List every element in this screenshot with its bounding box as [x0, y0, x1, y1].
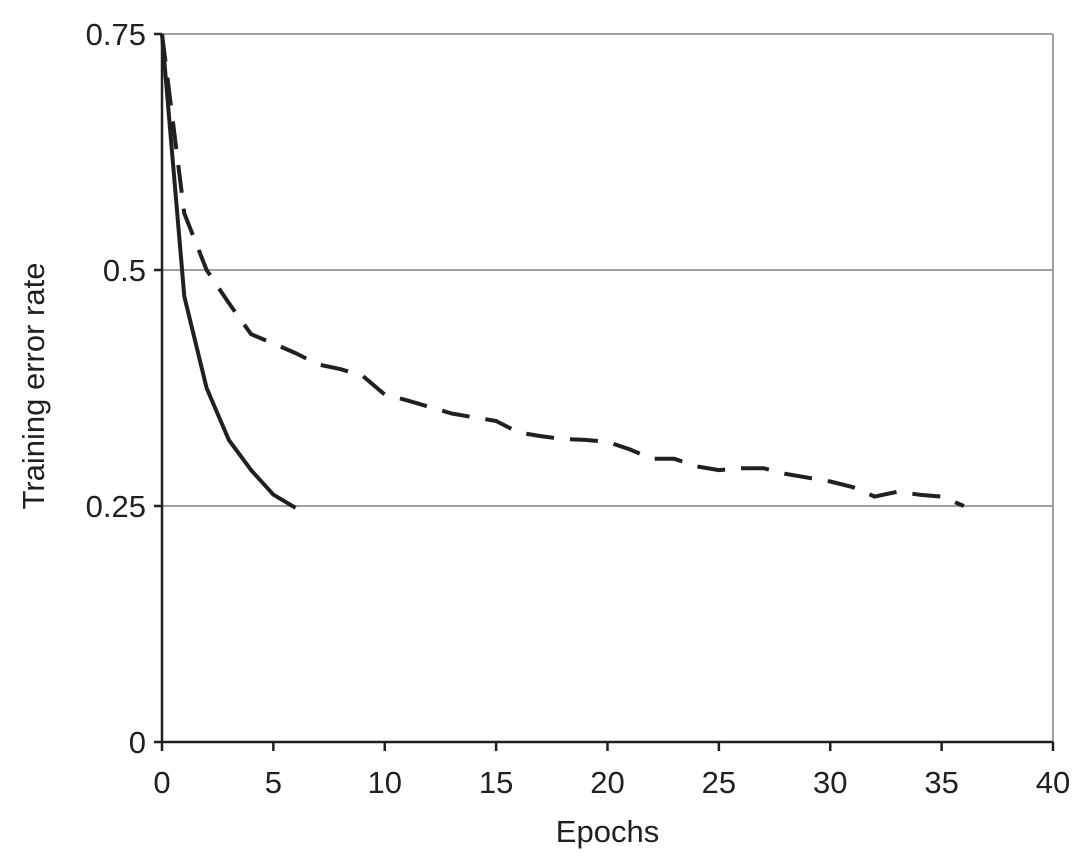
gridlines [162, 33, 1054, 742]
x-tick-label: 0 [153, 765, 170, 800]
x-tick-label: 40 [1036, 765, 1070, 800]
series-lines [160, 33, 965, 510]
x-axis-title: Epochs [556, 814, 659, 849]
x-tick-label: 25 [702, 765, 736, 800]
x-tick-label: 35 [924, 765, 958, 800]
y-axis-title: Training error rate [16, 263, 51, 510]
x-tick-label: 5 [265, 765, 282, 800]
y-tick-label: 0.25 [86, 489, 146, 524]
y-tick-label: 0.5 [103, 253, 146, 288]
series-dashed-line [160, 33, 965, 508]
x-tick-label: 15 [479, 765, 513, 800]
y-tick-label: 0.75 [86, 17, 146, 52]
x-tick-label: 10 [368, 765, 402, 800]
series-solid-line [160, 33, 297, 510]
tick-labels: 0 0.25 0.5 0.75 0 5 10 15 20 25 30 35 40 [86, 17, 1071, 800]
axes [154, 32, 1055, 751]
x-tick-label: 30 [813, 765, 847, 800]
y-tick-label: 0 [129, 725, 146, 760]
x-tick-label: 20 [590, 765, 624, 800]
